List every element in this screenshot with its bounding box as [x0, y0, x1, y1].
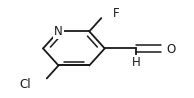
Text: H: H — [132, 56, 141, 69]
Text: N: N — [54, 25, 63, 38]
Text: Cl: Cl — [19, 78, 30, 91]
Text: O: O — [167, 43, 176, 55]
Text: F: F — [113, 7, 120, 20]
